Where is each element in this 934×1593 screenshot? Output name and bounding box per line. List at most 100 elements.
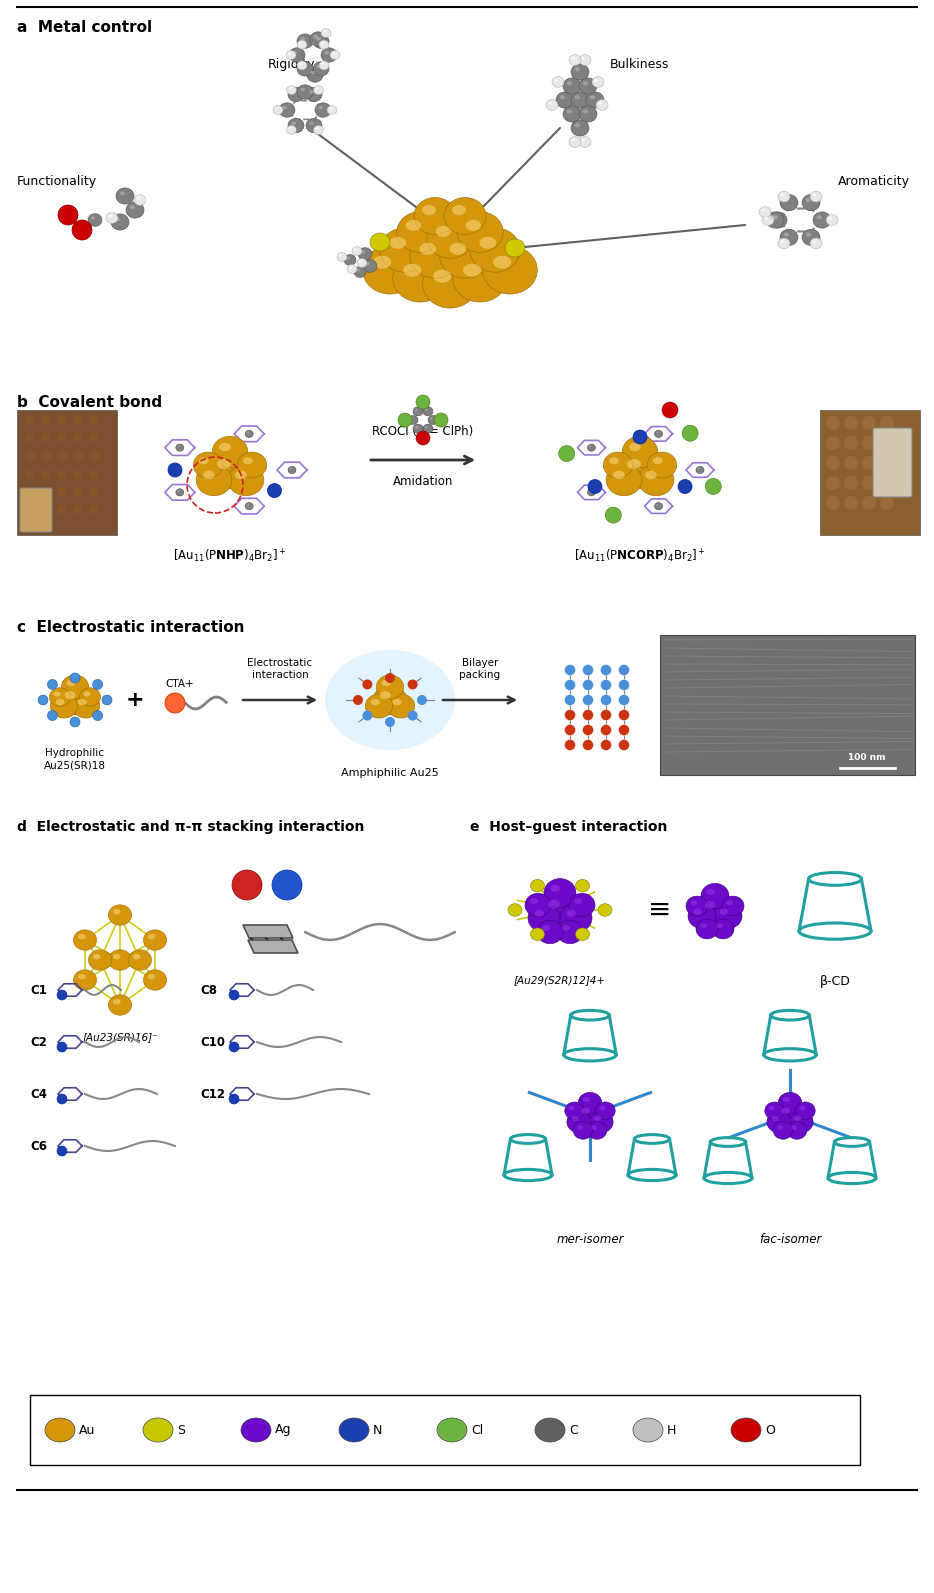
Ellipse shape bbox=[316, 88, 318, 89]
Ellipse shape bbox=[589, 1112, 613, 1133]
Ellipse shape bbox=[74, 970, 96, 991]
Text: d  Electrostatic and π-π stacking interaction: d Electrostatic and π-π stacking interac… bbox=[17, 820, 364, 835]
Ellipse shape bbox=[578, 1093, 601, 1114]
Ellipse shape bbox=[319, 40, 329, 49]
Ellipse shape bbox=[696, 467, 704, 473]
Text: ≡: ≡ bbox=[648, 895, 672, 924]
Ellipse shape bbox=[344, 255, 356, 266]
Ellipse shape bbox=[778, 191, 790, 202]
Ellipse shape bbox=[196, 464, 232, 495]
Ellipse shape bbox=[596, 100, 608, 110]
Ellipse shape bbox=[297, 84, 313, 99]
Circle shape bbox=[57, 1042, 67, 1051]
Ellipse shape bbox=[130, 205, 135, 209]
Ellipse shape bbox=[78, 699, 87, 706]
Ellipse shape bbox=[508, 903, 522, 916]
Text: C1: C1 bbox=[30, 983, 47, 997]
Ellipse shape bbox=[609, 457, 618, 464]
Text: +: + bbox=[170, 698, 179, 707]
Circle shape bbox=[229, 1094, 239, 1104]
Ellipse shape bbox=[288, 118, 304, 132]
Ellipse shape bbox=[698, 468, 700, 470]
Ellipse shape bbox=[245, 502, 253, 510]
Ellipse shape bbox=[776, 1102, 804, 1128]
Circle shape bbox=[601, 739, 612, 750]
Ellipse shape bbox=[722, 897, 744, 916]
Text: O: O bbox=[765, 1424, 775, 1437]
Circle shape bbox=[416, 395, 430, 409]
Ellipse shape bbox=[572, 1115, 579, 1121]
Ellipse shape bbox=[653, 457, 663, 464]
Circle shape bbox=[826, 476, 840, 491]
Ellipse shape bbox=[563, 78, 581, 94]
Ellipse shape bbox=[655, 502, 662, 510]
Ellipse shape bbox=[108, 994, 132, 1015]
Ellipse shape bbox=[419, 242, 436, 255]
Ellipse shape bbox=[761, 209, 765, 212]
Circle shape bbox=[57, 487, 67, 497]
Ellipse shape bbox=[769, 1106, 774, 1110]
Text: [Au23(SR)16]⁻: [Au23(SR)16]⁻ bbox=[82, 1032, 158, 1042]
Ellipse shape bbox=[297, 33, 313, 48]
Circle shape bbox=[618, 709, 630, 720]
Circle shape bbox=[57, 433, 67, 443]
Circle shape bbox=[385, 717, 395, 726]
Ellipse shape bbox=[622, 436, 658, 468]
Ellipse shape bbox=[571, 119, 589, 135]
Ellipse shape bbox=[74, 930, 96, 949]
Circle shape bbox=[564, 725, 575, 736]
Ellipse shape bbox=[589, 446, 591, 448]
Ellipse shape bbox=[574, 67, 580, 72]
Ellipse shape bbox=[289, 88, 291, 89]
FancyBboxPatch shape bbox=[30, 1395, 860, 1466]
Circle shape bbox=[564, 680, 575, 690]
Ellipse shape bbox=[321, 48, 337, 62]
Text: Amidation: Amidation bbox=[393, 475, 453, 487]
Ellipse shape bbox=[66, 680, 76, 687]
Ellipse shape bbox=[528, 903, 560, 932]
Ellipse shape bbox=[405, 220, 421, 231]
Ellipse shape bbox=[243, 457, 253, 464]
Ellipse shape bbox=[217, 459, 231, 468]
Ellipse shape bbox=[594, 1115, 601, 1121]
Circle shape bbox=[168, 464, 182, 476]
Circle shape bbox=[407, 680, 417, 690]
Ellipse shape bbox=[771, 1115, 779, 1121]
Ellipse shape bbox=[291, 91, 296, 94]
Ellipse shape bbox=[479, 237, 496, 249]
Circle shape bbox=[25, 505, 35, 515]
Circle shape bbox=[826, 456, 840, 470]
Circle shape bbox=[826, 416, 840, 430]
Ellipse shape bbox=[374, 685, 407, 715]
Ellipse shape bbox=[300, 37, 305, 40]
Ellipse shape bbox=[403, 264, 421, 277]
Ellipse shape bbox=[410, 234, 460, 279]
Ellipse shape bbox=[816, 215, 822, 220]
Circle shape bbox=[564, 739, 575, 750]
Ellipse shape bbox=[535, 1418, 565, 1442]
Ellipse shape bbox=[582, 1107, 590, 1114]
Ellipse shape bbox=[780, 229, 798, 245]
Ellipse shape bbox=[569, 1106, 574, 1110]
Ellipse shape bbox=[769, 212, 787, 228]
Ellipse shape bbox=[380, 228, 431, 272]
Text: C: C bbox=[569, 1424, 578, 1437]
Circle shape bbox=[601, 709, 612, 720]
Ellipse shape bbox=[78, 973, 86, 980]
Ellipse shape bbox=[287, 86, 296, 94]
Ellipse shape bbox=[575, 929, 589, 940]
Text: $[\rm Au_{11}(\rm P\bf NCORP\rm )_4Br_2]^+$: $[\rm Au_{11}(\rm P\bf NCORP\rm )_4Br_2]… bbox=[574, 548, 706, 566]
Ellipse shape bbox=[228, 464, 263, 495]
Ellipse shape bbox=[696, 919, 718, 938]
Ellipse shape bbox=[591, 1125, 597, 1129]
Ellipse shape bbox=[327, 105, 337, 115]
Ellipse shape bbox=[569, 54, 581, 65]
Ellipse shape bbox=[548, 900, 560, 908]
Circle shape bbox=[862, 416, 876, 430]
Ellipse shape bbox=[791, 1125, 797, 1129]
Ellipse shape bbox=[433, 269, 451, 282]
FancyBboxPatch shape bbox=[20, 487, 52, 532]
Ellipse shape bbox=[537, 921, 563, 943]
Ellipse shape bbox=[784, 233, 789, 237]
Ellipse shape bbox=[247, 503, 249, 507]
